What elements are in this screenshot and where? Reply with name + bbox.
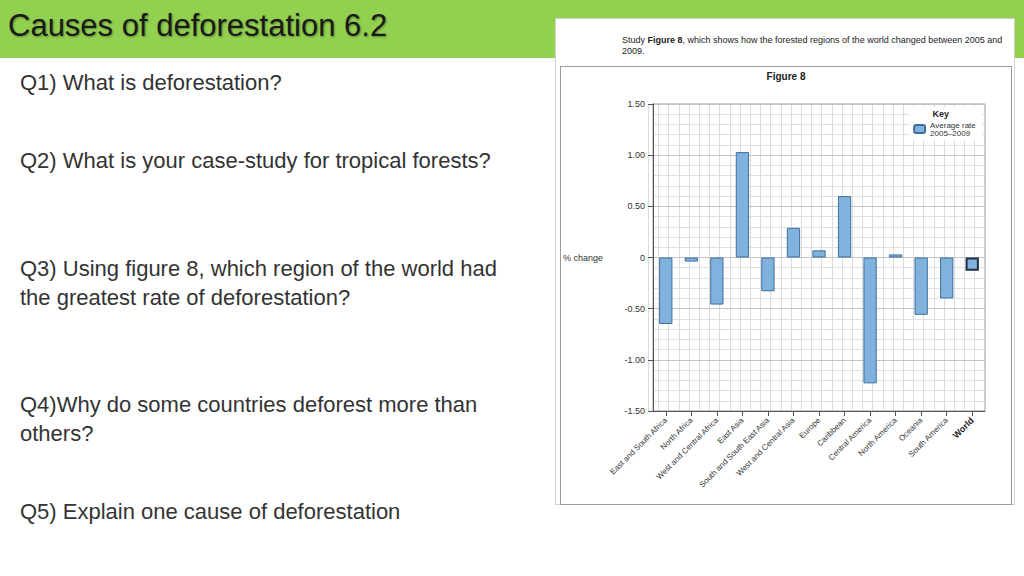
html-text:Study Figure 8, which shows ho: Study Figure 8, which shows how the fore… bbox=[622, 35, 1003, 56]
html-text:Q2) What is your case-study fo: Q2) What is your case-study for tropical… bbox=[20, 148, 491, 173]
svg-text:Oceania: Oceania bbox=[896, 415, 925, 444]
svg-text:East Asia: East Asia bbox=[715, 415, 746, 446]
svg-text:1.00: 1.00 bbox=[627, 150, 645, 160]
svg-text:South and South East Asia: South and South East Asia bbox=[697, 415, 772, 490]
svg-text:North America: North America bbox=[857, 415, 900, 458]
html-text:Q1) What is deforestation?: Q1) What is deforestation? bbox=[20, 70, 282, 95]
html-text:Causes of deforestation 6.2: Causes of deforestation 6.2 bbox=[8, 8, 388, 43]
svg-text:North Africa: North Africa bbox=[658, 415, 695, 452]
svg-text:-1.50: -1.50 bbox=[625, 406, 646, 416]
svg-text:Caribbean: Caribbean bbox=[815, 415, 848, 449]
svg-text:-0.50: -0.50 bbox=[625, 304, 646, 314]
html-text:Figure 8: Figure 8 bbox=[766, 71, 806, 82]
svg-text:World: World bbox=[951, 415, 976, 440]
svg-text:% change: % change bbox=[563, 253, 603, 263]
svg-text:0: 0 bbox=[640, 253, 645, 263]
svg-text:Average rate: Average rate bbox=[930, 120, 978, 130]
svg-text:1.50: 1.50 bbox=[627, 99, 645, 109]
html-text:Q5) Explain one cause of defor: Q5) Explain one cause of deforestation bbox=[20, 499, 401, 524]
html-text:Q3) Using figure 8, which regi: Q3) Using figure 8, which region of the … bbox=[20, 256, 497, 310]
svg-text:Key: Key bbox=[932, 109, 949, 119]
svg-text:Central America: Central America bbox=[827, 415, 874, 462]
svg-text:-1.00: -1.00 bbox=[625, 355, 646, 365]
svg-text:0.50: 0.50 bbox=[627, 201, 645, 211]
html-text:Q4)Why do some countries defor: Q4)Why do some countries deforest more t… bbox=[20, 392, 478, 446]
svg-text:East and South Africa: East and South Africa bbox=[608, 415, 669, 477]
svg-text:South America: South America bbox=[907, 415, 950, 458]
svg-text:2005–2009: 2005–2009 bbox=[930, 129, 971, 138]
svg-text:West and Central Asia: West and Central Asia bbox=[735, 415, 798, 478]
svg-text:West and Central Africa: West and Central Africa bbox=[654, 415, 721, 482]
svg-text:Europe: Europe bbox=[798, 415, 823, 440]
